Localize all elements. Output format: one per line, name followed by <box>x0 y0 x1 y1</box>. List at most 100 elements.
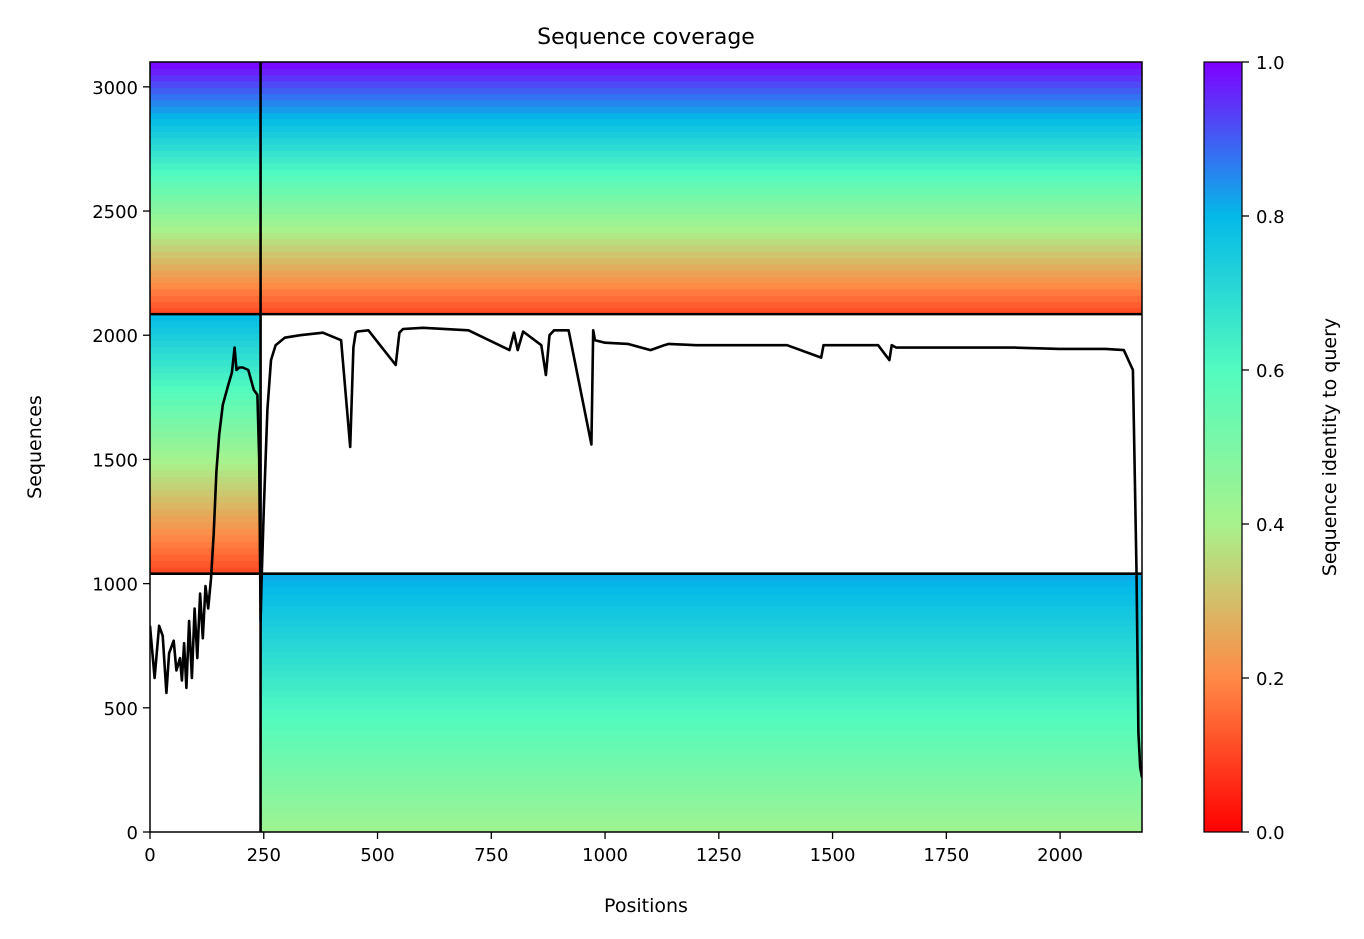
heatmap-cell <box>260 644 1142 652</box>
heatmap-cell <box>150 276 1142 284</box>
heatmap-cell <box>150 87 1142 95</box>
y-tick-label: 1000 <box>92 575 138 596</box>
x-tick-label: 1000 <box>582 845 628 866</box>
heatmap-cell <box>260 735 1142 743</box>
heatmap-cell <box>150 269 1142 277</box>
heatmap-cell <box>260 799 1142 807</box>
heatmap-cell <box>260 702 1142 710</box>
heatmap-cell <box>150 74 1142 82</box>
block-3 <box>150 62 1142 315</box>
heatmap-cell <box>150 175 1142 183</box>
y-axis: 0 500 1000 1500 2000 2500 3000 <box>92 78 150 844</box>
heatmap-cell <box>150 476 261 484</box>
colorbar-axis: 0.0 0.2 0.4 0.6 0.8 1.0 <box>1242 53 1285 844</box>
heatmap-cell <box>150 118 1142 126</box>
heatmap-cell <box>150 450 261 458</box>
heatmap-cell <box>150 80 1142 88</box>
heatmap-cell <box>150 200 1142 208</box>
heatmap-cell <box>150 314 261 322</box>
heatmap-cell <box>150 244 1142 252</box>
heatmap-cell <box>260 657 1142 665</box>
heatmap-cell <box>150 106 1142 114</box>
heatmap-cell <box>150 62 1142 69</box>
heatmap-cell <box>150 112 1142 120</box>
heatmap-cell <box>150 502 261 510</box>
heatmap-cell <box>260 580 1142 588</box>
heatmap-cell <box>260 715 1142 723</box>
heatmap-cell <box>150 411 261 419</box>
heatmap-cell <box>150 430 261 439</box>
heatmap-cell <box>260 586 1142 594</box>
heatmap-cell <box>260 819 1142 827</box>
heatmap-cell <box>150 99 1142 107</box>
heatmap-cell <box>150 93 1142 101</box>
heatmap-cell <box>150 125 1142 132</box>
x-tick-label: 1750 <box>923 845 969 866</box>
heatmap-cell <box>150 206 1142 214</box>
x-tick-label: 500 <box>360 845 394 866</box>
heatmap-cell <box>260 806 1142 814</box>
heatmap-cell <box>260 625 1142 633</box>
heatmap-cell <box>260 670 1142 678</box>
heatmap-cell <box>150 547 261 555</box>
x-tick-label: 750 <box>474 845 508 866</box>
y-tick-label: 2500 <box>92 202 138 223</box>
heatmap-cell <box>150 194 1142 202</box>
heatmap-cell <box>260 793 1142 801</box>
heatmap-cell <box>150 238 1142 246</box>
heatmap-cell <box>260 689 1142 697</box>
x-tick-label: 1250 <box>696 845 742 866</box>
heatmap-cell <box>150 307 1142 315</box>
heatmap-cell <box>150 181 1142 189</box>
heatmap-cell <box>150 282 1142 290</box>
heatmap-cell <box>260 825 1142 832</box>
alignment-blocks <box>150 62 1142 832</box>
heatmap-cell <box>150 359 261 367</box>
colorbar-tick-label: 0.8 <box>1256 207 1285 228</box>
heatmap-cell <box>150 534 261 542</box>
heatmap-cell <box>150 404 261 413</box>
heatmap-cell <box>260 741 1142 749</box>
heatmap-cell <box>150 288 1142 296</box>
heatmap-cell <box>260 631 1142 639</box>
heatmap-cell <box>260 573 1142 581</box>
x-axis-label: Positions <box>604 895 688 917</box>
heatmap-cell <box>260 618 1142 626</box>
heatmap-cell <box>260 709 1142 717</box>
heatmap-cell <box>150 398 261 406</box>
heatmap-cell <box>150 263 1142 271</box>
colorbar-tick-label: 0.2 <box>1256 669 1285 690</box>
heatmap-cell <box>150 251 1142 258</box>
heatmap-cell <box>150 417 261 426</box>
heatmap-cell <box>150 327 261 335</box>
heatmap-cell <box>150 456 261 464</box>
coverage-line <box>150 326 1142 778</box>
y-tick-label: 1500 <box>92 450 138 471</box>
heatmap-cell <box>260 748 1142 756</box>
heatmap-cell <box>150 340 261 348</box>
heatmap-cell <box>260 786 1142 794</box>
heatmap-cell <box>150 554 261 562</box>
heatmap-cell <box>260 605 1142 614</box>
chart-title: Sequence coverage <box>537 25 755 50</box>
heatmap-cell <box>260 722 1142 730</box>
heatmap-cell <box>260 754 1142 762</box>
heatmap-cell <box>150 521 261 529</box>
heatmap-cell <box>260 760 1142 769</box>
heatmap-cell <box>150 137 1142 145</box>
heatmap-cell <box>150 391 261 400</box>
plot-frame <box>149 61 1143 833</box>
heatmap-cell <box>150 567 261 575</box>
heatmap-cell <box>150 366 261 374</box>
heatmap-cell <box>260 638 1142 646</box>
heatmap-cell <box>260 599 1142 607</box>
colorbar-label: Sequence identity to query <box>1319 318 1341 576</box>
heatmap-cell <box>260 651 1142 659</box>
coverage-series <box>150 326 1142 778</box>
heatmap-cell <box>150 508 261 516</box>
colorbar-tick-label: 0.4 <box>1256 515 1285 536</box>
y-axis-label: Sequences <box>24 395 46 499</box>
x-axis: 0 250 500 750 1000 1250 1500 1750 2000 <box>144 832 1083 866</box>
heatmap-cell <box>150 469 261 477</box>
